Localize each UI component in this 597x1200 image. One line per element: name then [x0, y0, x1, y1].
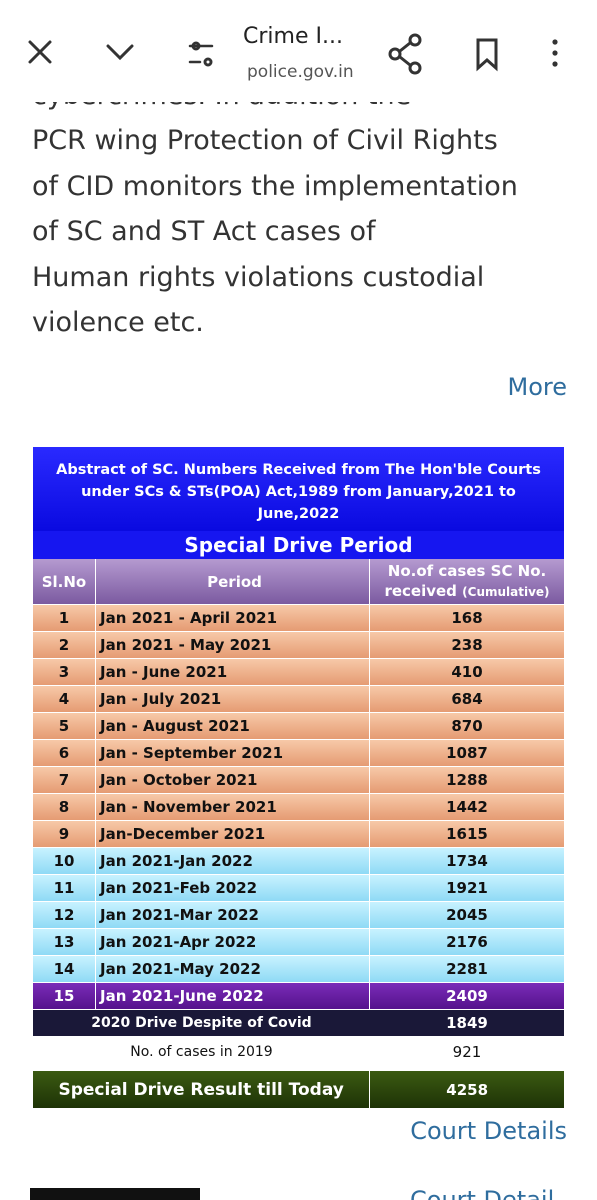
- table-cell: 168: [451, 609, 483, 627]
- table-cell: 3: [58, 663, 70, 681]
- table-cell: Jan 2021-Jan 2022: [95, 848, 370, 874]
- more-icon[interactable]: [552, 39, 558, 67]
- table-cell: 10: [53, 852, 75, 870]
- column-header: Period: [95, 559, 370, 604]
- table-cell: 2020 Drive Despite of Covid: [91, 1015, 312, 1031]
- column-header: Sl.No: [41, 572, 87, 591]
- table-cell: Special Drive Result till Today: [33, 1071, 371, 1108]
- page-title: Crime I...: [243, 24, 343, 49]
- table-cell: Jan - September 2021: [95, 740, 370, 766]
- table-cell: Jan - November 2021: [95, 794, 370, 820]
- table-cell: 1921: [446, 879, 488, 897]
- table-cell: 4258: [446, 1080, 489, 1099]
- page-url: police.gov.in: [247, 62, 354, 82]
- table-cell: 2409: [446, 987, 488, 1005]
- table-cell: 11: [53, 879, 75, 897]
- table-body: 1 Jan 2021 - April 2021 168 2 Jan 2021 - May…: [33, 605, 564, 1109]
- table-cell: 1: [58, 609, 70, 627]
- table-cell: 6: [58, 744, 70, 762]
- column-note: (Cumulative): [462, 585, 550, 599]
- table-cell: 15: [53, 987, 75, 1005]
- table-cell: 2176: [446, 933, 488, 951]
- table-cell: 921: [452, 1042, 482, 1061]
- table-cell: Jan 2021-June 2022: [95, 983, 370, 1009]
- bookmark-icon[interactable]: [476, 38, 498, 72]
- table-row: 12 Jan 2021-Mar 2022 2045: [33, 902, 564, 929]
- court-details-link[interactable]: Court Details: [410, 1117, 567, 1145]
- table-cell: 4: [58, 690, 70, 708]
- table-cell: 238: [451, 636, 483, 654]
- header-row: Sl.No Period No.of cases SC No. received…: [33, 559, 564, 605]
- table-subtitle: Special Drive Period: [33, 531, 564, 559]
- table-cell: 1087: [446, 744, 488, 762]
- data-table: Abstract of SC. Numbers Received from Th…: [33, 447, 564, 1109]
- table-cell: Jan - August 2021: [95, 713, 370, 739]
- table-cell: 2045: [446, 906, 488, 924]
- table-cell: No. of cases in 2019: [130, 1043, 273, 1060]
- text-line: of CID monitors the implementation: [32, 170, 518, 202]
- table-cell: 13: [53, 933, 75, 951]
- table-row: 7 Jan - October 2021 1288: [33, 767, 564, 794]
- table-row: 8 Jan - November 2021 1442: [33, 794, 564, 821]
- table-cell: Jan-December 2021: [95, 821, 370, 847]
- table-row: 14 Jan 2021-May 2022 2281: [33, 956, 564, 983]
- table-cell: 7: [58, 771, 70, 789]
- table-cell: 1734: [446, 852, 488, 870]
- table-cell: 870: [451, 717, 483, 735]
- table-cell: 684: [451, 690, 483, 708]
- table-row: 6 Jan - September 2021 1087: [33, 740, 564, 767]
- table-cell: 1288: [446, 771, 488, 789]
- table-cell: 12: [53, 906, 75, 924]
- table-cell: 1442: [446, 798, 488, 816]
- table-row: 15 Jan 2021-June 2022 2409: [33, 983, 564, 1010]
- table-cell: Jan - October 2021: [95, 767, 370, 793]
- table-row: 10 Jan 2021-Jan 2022 1734: [33, 848, 564, 875]
- link-text: Court Detail: [410, 1188, 554, 1200]
- image-edge: [30, 1188, 200, 1200]
- footer-row: 2020 Drive Despite of Covid 1849: [33, 1010, 564, 1037]
- toolbar-icons: [28, 33, 558, 75]
- table-row: 2 Jan 2021 - May 2021 238: [33, 632, 564, 659]
- close-icon[interactable]: [28, 40, 52, 64]
- table-row: 13 Jan 2021-Apr 2022 2176: [33, 929, 564, 956]
- more-link[interactable]: More: [507, 373, 568, 401]
- table-cell: 14: [53, 960, 75, 978]
- menu-chevron[interactable]: [106, 44, 134, 61]
- footer-row: No. of cases in 2019 921: [33, 1037, 564, 1067]
- table-row: 9 Jan-December 2021 1615: [33, 821, 564, 848]
- table-cell: Jan 2021-Mar 2022: [95, 902, 370, 928]
- table-cell: Jan 2021 - April 2021: [95, 605, 370, 631]
- table-cell: 5: [58, 717, 70, 735]
- browser-toolbar: Crime I... police.gov.in: [0, 0, 597, 102]
- table-cell: 1849: [446, 1014, 488, 1032]
- table-cell: Jan - July 2021: [95, 686, 370, 712]
- table-cell: 9: [58, 825, 70, 843]
- table-cell: Jan 2021 - May 2021: [95, 632, 370, 658]
- text-line: PCR wing Protection of Civil Rights: [32, 125, 498, 157]
- table-cell: 8: [58, 798, 70, 816]
- text-line: violence etc.: [32, 307, 204, 338]
- column-header: No.of cases SC No. received: [384, 562, 547, 600]
- table-cell: 410: [451, 663, 483, 681]
- table-row: 5 Jan - August 2021 870: [33, 713, 564, 740]
- table-cell: 2281: [446, 960, 488, 978]
- court-details-link[interactable]: Court Detail: [410, 1188, 554, 1200]
- table-row: 1 Jan 2021 - April 2021 168: [33, 605, 564, 632]
- table-row: 3 Jan - June 2021 410: [33, 659, 564, 686]
- table-cell: 1615: [446, 825, 488, 843]
- table-row: 4 Jan - July 2021 684: [33, 686, 564, 713]
- table-cell: Jan 2021-May 2022: [95, 956, 370, 982]
- table-cell: Jan 2021-Feb 2022: [95, 875, 370, 901]
- table-title: Abstract of SC. Numbers Received from Th…: [33, 447, 564, 531]
- text-line: of SC and ST Act cases of: [32, 216, 376, 248]
- text-line: Human rights violations custodial: [32, 261, 485, 293]
- table-row: 11 Jan 2021-Feb 2022 1921: [33, 875, 564, 902]
- share-icon[interactable]: [388, 33, 422, 75]
- table-cell: 2: [58, 636, 70, 654]
- table-cell: Jan 2021-Apr 2022: [95, 929, 370, 955]
- footer-row: Special Drive Result till Today 4258: [33, 1071, 564, 1109]
- table-cell: Jan - June 2021: [95, 659, 370, 685]
